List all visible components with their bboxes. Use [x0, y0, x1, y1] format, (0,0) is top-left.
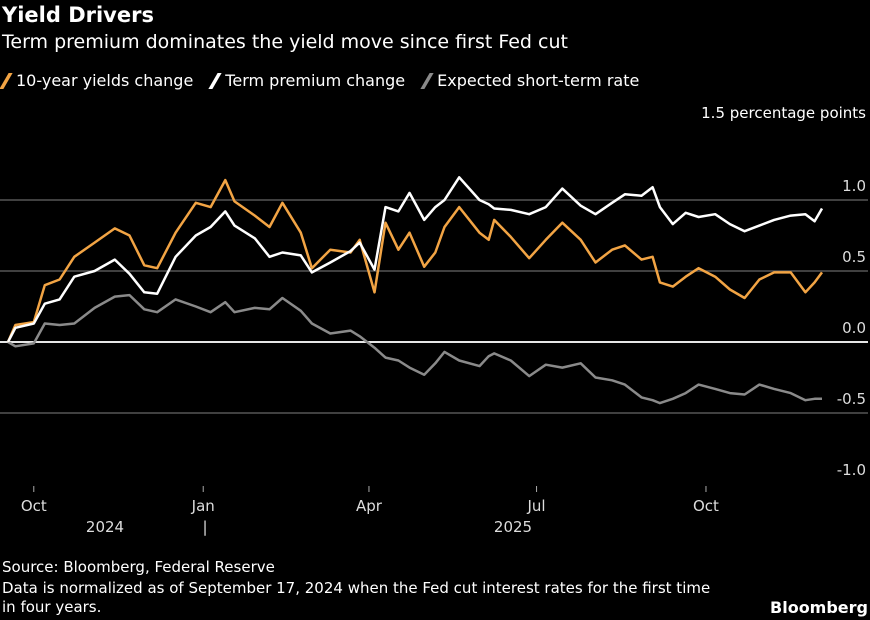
- x-year-label: 2025: [494, 518, 532, 536]
- series-line-10-year-yields-change: [6, 178, 824, 343]
- year-separator: |: [202, 518, 207, 536]
- legend-label: Expected short-term rate: [437, 71, 640, 90]
- x-tick-label: Oct: [21, 497, 47, 515]
- y-tick-label: 0.5: [842, 248, 866, 266]
- bloomberg-logo: Bloomberg: [770, 598, 868, 617]
- legend-item-10y: 10-year yields change: [0, 71, 194, 90]
- y-tick-label: -0.5: [837, 390, 866, 408]
- x-tick-label: Jul: [526, 497, 545, 515]
- series-line-expected-short-term-rate: [7, 293, 822, 405]
- x-tick-label: Apr: [356, 497, 383, 515]
- source-note: Source: Bloomberg, Federal Reserve: [2, 558, 275, 576]
- legend-label: 10-year yields change: [16, 71, 194, 90]
- footnote-line-2: in four years.: [2, 598, 102, 616]
- footnote-line-1: Data is normalized as of September 17, 2…: [2, 579, 711, 597]
- x-tick-label: Oct: [693, 497, 719, 515]
- legend-item-term-premium: Term premium change: [208, 71, 406, 90]
- x-year-label: 2024: [86, 518, 124, 536]
- y-axis-unit-label: 1.5 percentage points: [701, 104, 866, 122]
- legend: 10-year yields change Term premium chang…: [0, 71, 640, 90]
- legend-item-short-rate: Expected short-term rate: [420, 71, 640, 90]
- series-line-term-premium-change: [6, 176, 824, 343]
- y-tick-label: 1.0: [842, 177, 866, 195]
- y-tick-label: 0.0: [842, 319, 866, 337]
- legend-label: Term premium change: [225, 71, 406, 90]
- x-tick-label: Jan: [191, 497, 215, 515]
- chart-subtitle: Term premium dominates the yield move si…: [2, 31, 568, 53]
- chart-title: Yield Drivers: [2, 3, 154, 27]
- y-tick-label: -1.0: [837, 461, 866, 479]
